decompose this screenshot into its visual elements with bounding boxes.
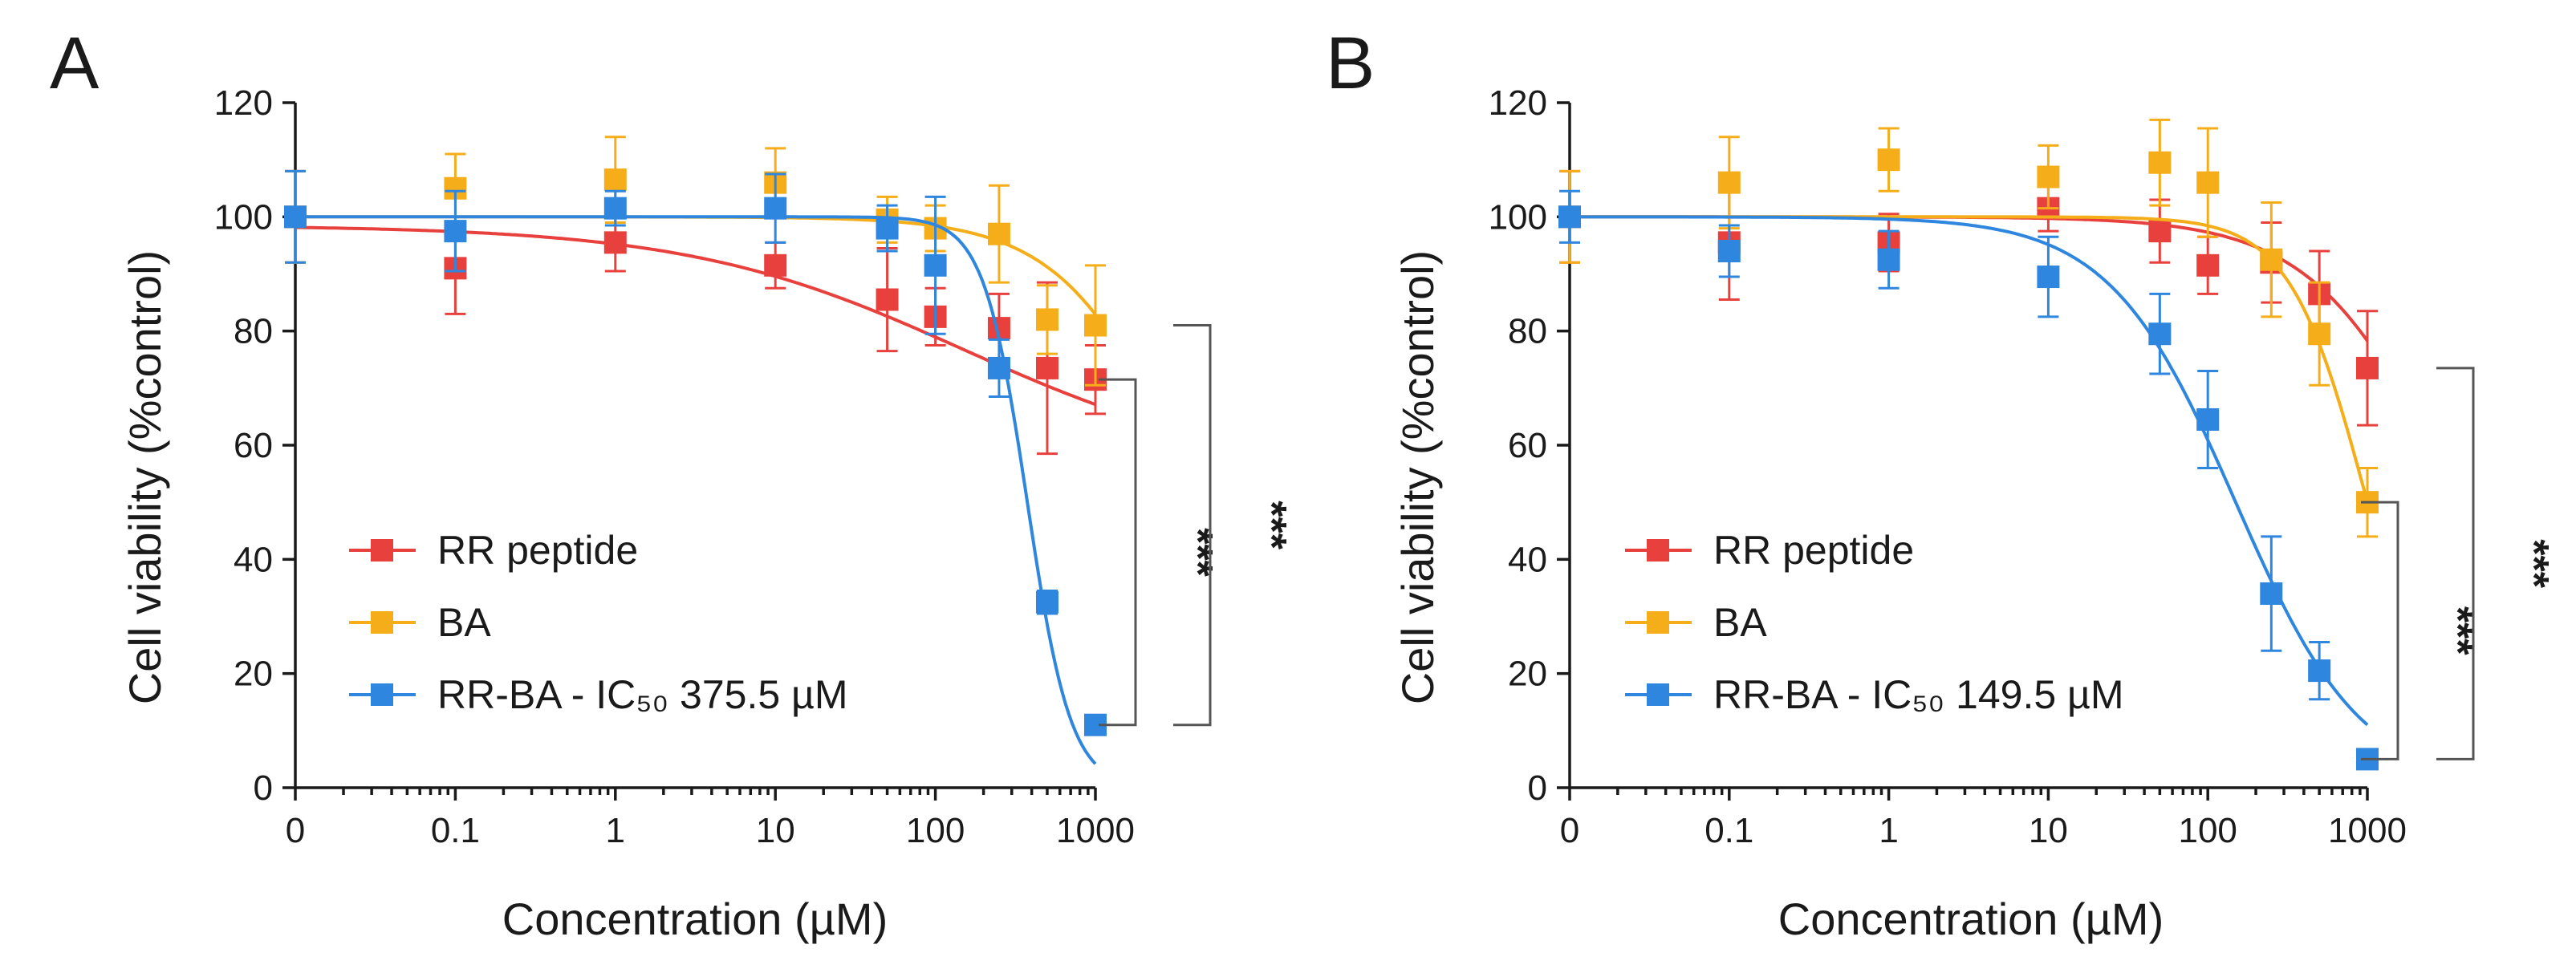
panel-b-legend-label-ba: BA bbox=[1713, 600, 1767, 645]
panel-b-x-tick-label: 10 bbox=[2029, 811, 2068, 850]
panel-b-significance-bracket bbox=[2361, 501, 2399, 760]
panel-b-ba-point bbox=[2196, 171, 2220, 194]
panel-b-letter: B bbox=[1326, 22, 1375, 104]
panel-a-y-tick-label: 40 bbox=[234, 540, 273, 579]
panel-b-legend-label-rr-ba: RR-BA - IC₅₀ 149.5 µM bbox=[1713, 672, 2124, 717]
panel-a-legend-swatch-ba bbox=[371, 611, 393, 634]
panel-b-rr-peptide-fit-curve bbox=[1570, 215, 2369, 343]
panel-a-legend-label-rr-ba: RR-BA - IC₅₀ 375.5 µM bbox=[437, 672, 848, 717]
panel-a-rr-ba-point bbox=[764, 197, 787, 220]
panel-a-legend-label-rr-peptide: RR peptide bbox=[437, 528, 638, 573]
panel-b-legend-swatch-rr-peptide bbox=[1647, 539, 1669, 562]
panel-a-legend-swatch-rr-ba bbox=[371, 683, 393, 706]
panel-b-rr-ba-point bbox=[2308, 659, 2331, 683]
panel-a-rr-peptide-point bbox=[1035, 356, 1058, 379]
panel-b-y-tick-label: 80 bbox=[1508, 312, 1547, 351]
panel-b-ba-fit-curve bbox=[1570, 215, 2369, 503]
panel-a-x-tick-label: 0.1 bbox=[431, 811, 480, 850]
panel-a-significance-label: *** bbox=[1248, 501, 1294, 549]
panel-b-x-tick-label: 1 bbox=[1879, 811, 1898, 850]
panel-b-x-axis-title: Concentration (µM) bbox=[1778, 894, 2164, 944]
panel-b-ba-point bbox=[2037, 165, 2060, 189]
panel-b-y-tick-label: 120 bbox=[1489, 83, 1547, 123]
panel-a-rr-ba-point bbox=[876, 217, 899, 240]
panel-a-letter: A bbox=[50, 22, 100, 104]
panel-b-ba-point bbox=[2260, 248, 2283, 271]
panel-b-legend-label-rr-peptide: RR peptide bbox=[1713, 528, 1914, 573]
panel-a-plot-area: 0 20 40 60 80 100 120 0 0.1 1 10 100 1000 *** *** bbox=[214, 83, 1294, 850]
panel-a: A Cell viability (%control) Concentratio… bbox=[50, 22, 1294, 944]
panel-b-rr-peptide-point bbox=[2148, 220, 2172, 243]
panel-b-rr-ba-point bbox=[2148, 322, 2172, 346]
panel-a-x-tick-label: 0 bbox=[286, 811, 305, 850]
panel-b-rr-ba-point bbox=[2260, 582, 2283, 606]
panel-b-rr-ba-point bbox=[1558, 205, 1581, 229]
panel-b-ba-point bbox=[2308, 322, 2331, 346]
panel-a-x-tick-label: 10 bbox=[756, 811, 795, 850]
panel-a-rr-peptide-point bbox=[764, 253, 787, 277]
panel-a-x-tick-label: 100 bbox=[906, 811, 965, 850]
panel-a-x-axis-title: Concentration (µM) bbox=[502, 894, 888, 944]
panel-a-y-tick-label: 120 bbox=[214, 83, 273, 123]
panel-a-y-tick-label: 80 bbox=[234, 312, 273, 351]
panel-a-legend: RR peptide BA RR-BA - IC₅₀ 375.5 µM bbox=[349, 528, 848, 717]
panel-b-y-tick-label: 0 bbox=[1528, 768, 1547, 808]
panel-b-x-tick-label: 0 bbox=[1560, 811, 1579, 850]
panel-a-rr-peptide-fit-curve bbox=[295, 225, 1096, 407]
panel-b-legend-swatch-ba bbox=[1647, 611, 1669, 634]
panel-b-rr-peptide-point bbox=[2356, 356, 2379, 379]
panel-a-rr-ba-fit-curve bbox=[295, 215, 1097, 765]
panel-a-significance-bracket bbox=[1173, 324, 1212, 727]
panel-b-rr-ba-point bbox=[1877, 248, 1900, 271]
panel-a-legend-swatch-rr-peptide bbox=[371, 539, 393, 562]
panel-a-rr-ba-point bbox=[284, 205, 307, 229]
panel-a-rr-ba-point bbox=[924, 253, 947, 277]
panel-a-rr-peptide-point bbox=[876, 288, 899, 311]
panel-a-ba-point bbox=[1084, 314, 1107, 337]
panel-b-x-tick-label: 1000 bbox=[2328, 811, 2407, 850]
panel-b-y-tick-label: 40 bbox=[1508, 540, 1547, 579]
panel-b-ba-point bbox=[1717, 171, 1741, 194]
panel-b-ba-point bbox=[2148, 151, 2172, 174]
panel-a-y-tick-label: 20 bbox=[234, 655, 273, 694]
panel-b-rr-ba-point bbox=[1717, 240, 1741, 263]
panel-b-significance-bracket bbox=[2436, 367, 2475, 760]
panel-b-rr-ba-point bbox=[2037, 266, 2060, 289]
panel-a-ba-point bbox=[987, 222, 1010, 245]
panel-a-y-tick-label: 100 bbox=[214, 197, 273, 237]
panel-a-y-tick-label: 60 bbox=[234, 426, 273, 465]
panel-a-x-tick-label: 1 bbox=[606, 811, 625, 850]
panel-b-legend-swatch-rr-ba bbox=[1647, 683, 1669, 706]
panel-a-legend-label-ba: BA bbox=[437, 600, 491, 645]
panel-b-rr-ba-point bbox=[2196, 407, 2220, 431]
panel-a-rr-ba-point bbox=[603, 197, 627, 220]
panel-b-ba-point bbox=[1877, 148, 1900, 172]
panel-b-y-tick-label: 20 bbox=[1508, 655, 1547, 694]
panel-b-y-axis-title: Cell viability (%control) bbox=[1392, 250, 1443, 704]
panel-b-x-tick-label: 0.1 bbox=[1704, 811, 1753, 850]
panel-b-legend: RR peptide BA RR-BA - IC₅₀ 149.5 µM bbox=[1625, 528, 2124, 717]
panel-b-y-tick-label: 100 bbox=[1489, 197, 1547, 237]
panel-b-y-tick-label: 60 bbox=[1508, 426, 1547, 465]
panel-a-ba-point bbox=[603, 168, 627, 192]
panel-a-ba-point bbox=[1035, 308, 1058, 331]
panel-a-x-tick-label: 1000 bbox=[1056, 811, 1135, 850]
panel-a-y-tick-label: 0 bbox=[254, 768, 273, 808]
panel-a-rr-ba-point bbox=[444, 220, 467, 243]
panel-a-rr-peptide-point bbox=[603, 231, 627, 254]
panel-a-rr-ba-point bbox=[1035, 590, 1058, 614]
panel-a-rr-ba-point bbox=[987, 356, 1010, 379]
panel-b-rr-ba-fit-curve bbox=[1570, 215, 2369, 727]
panel-b-rr-peptide-point bbox=[2196, 253, 2220, 277]
panel-b-significance-label: *** bbox=[2510, 539, 2557, 588]
panel-a-y-axis-title: Cell viability (%control) bbox=[120, 250, 170, 704]
panel-b-x-tick-label: 100 bbox=[2178, 811, 2237, 850]
panel-b: B Cell viability (%control) Concentratio… bbox=[1326, 22, 2557, 944]
panel-a-significance-bracket bbox=[1099, 378, 1137, 727]
panel-a-significance-label: *** bbox=[1174, 528, 1221, 577]
